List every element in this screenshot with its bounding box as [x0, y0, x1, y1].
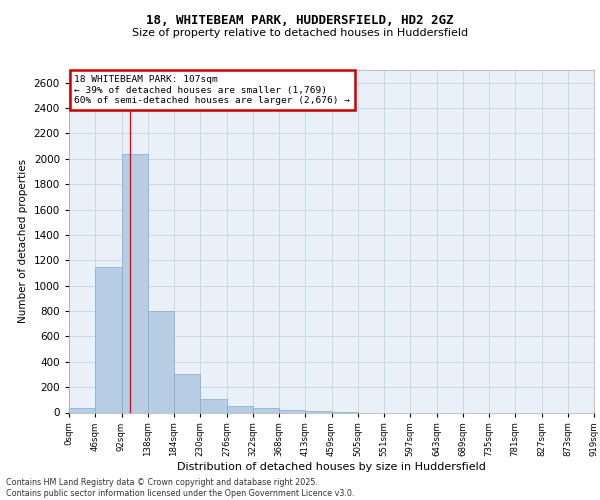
Text: Contains HM Land Registry data © Crown copyright and database right 2025.
Contai: Contains HM Land Registry data © Crown c… — [6, 478, 355, 498]
Bar — [95, 266, 121, 412]
Bar — [121, 154, 148, 412]
Bar — [69, 408, 95, 412]
Text: 18, WHITEBEAM PARK, HUDDERSFIELD, HD2 2GZ: 18, WHITEBEAM PARK, HUDDERSFIELD, HD2 2G… — [146, 14, 454, 27]
Text: 18 WHITEBEAM PARK: 107sqm
← 39% of detached houses are smaller (1,769)
60% of se: 18 WHITEBEAM PARK: 107sqm ← 39% of detac… — [74, 75, 350, 105]
Bar — [227, 406, 253, 412]
Bar — [200, 399, 227, 412]
Bar — [279, 410, 305, 412]
Text: Size of property relative to detached houses in Huddersfield: Size of property relative to detached ho… — [132, 28, 468, 38]
Y-axis label: Number of detached properties: Number of detached properties — [18, 159, 28, 324]
X-axis label: Distribution of detached houses by size in Huddersfield: Distribution of detached houses by size … — [177, 462, 486, 472]
Bar — [174, 374, 200, 412]
Bar — [148, 311, 174, 412]
Bar — [253, 408, 279, 412]
